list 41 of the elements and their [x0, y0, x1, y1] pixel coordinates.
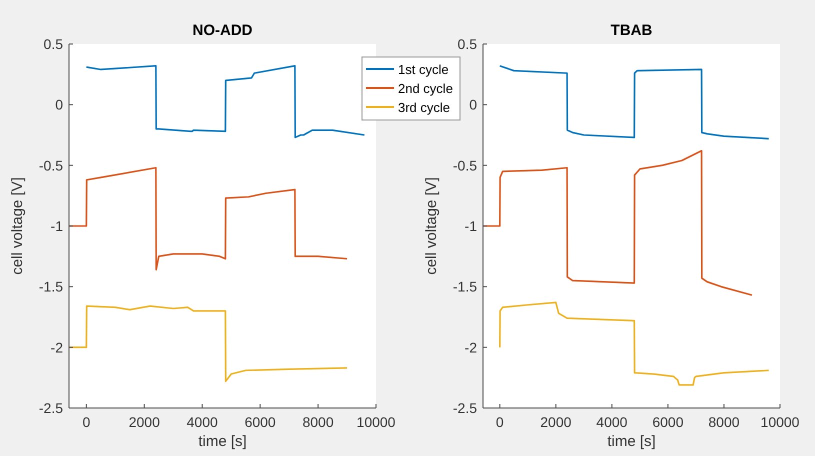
y-axis-title: cell voltage [V] [9, 177, 26, 275]
y-axis-title: cell voltage [V] [423, 177, 440, 275]
x-tick-label: 8000 [708, 414, 740, 430]
y-tick-label: -1.5 [38, 278, 64, 295]
y-tick-label: 0 [469, 96, 478, 113]
x-tick-label: 2000 [540, 414, 572, 430]
line-series [68, 305, 348, 382]
chart-title: TBAB [610, 22, 652, 39]
y-tick-label: 0.5 [44, 36, 64, 52]
y-tick-label: -0.5 [452, 157, 478, 174]
x-tick-label: 6000 [652, 414, 684, 430]
x-tick-label: 4000 [186, 414, 218, 430]
legend-label: 2nd cycle [398, 81, 453, 96]
line-series [86, 65, 366, 138]
y-tick-label: 0.5 [458, 36, 478, 52]
y-tick-label: -1.5 [452, 278, 478, 295]
legend-label: 1st cycle [398, 62, 449, 77]
x-axis-title: time [s] [607, 433, 656, 450]
y-tick-label: 0 [55, 96, 64, 113]
y-tick-label: -2 [464, 339, 478, 356]
y-tick-label: -0.5 [38, 157, 64, 174]
y-tick-label: -1 [50, 218, 64, 234]
x-tick-label: 4000 [596, 414, 628, 430]
x-tick-label: 6000 [244, 414, 276, 430]
legend-label: 3rd cycle [398, 100, 450, 115]
line-series [68, 166, 348, 270]
y-tick-label: -2.5 [38, 400, 64, 416]
line-series [499, 65, 770, 140]
x-axis-title: time [s] [198, 433, 247, 450]
x-tick-label: 8000 [302, 414, 334, 430]
y-tick-label: -1 [464, 218, 478, 234]
line-series [499, 302, 770, 386]
line-series [482, 150, 753, 296]
x-tick-label: 0 [496, 414, 504, 430]
x-tick-label: 10000 [760, 414, 800, 430]
x-tick-label: 2000 [128, 414, 160, 430]
y-tick-label: -2 [50, 339, 64, 356]
x-tick-label: 10000 [356, 414, 396, 430]
x-tick-label: 0 [82, 414, 90, 430]
chart-title: NO-ADD [192, 22, 253, 39]
y-tick-label: -2.5 [452, 400, 478, 416]
